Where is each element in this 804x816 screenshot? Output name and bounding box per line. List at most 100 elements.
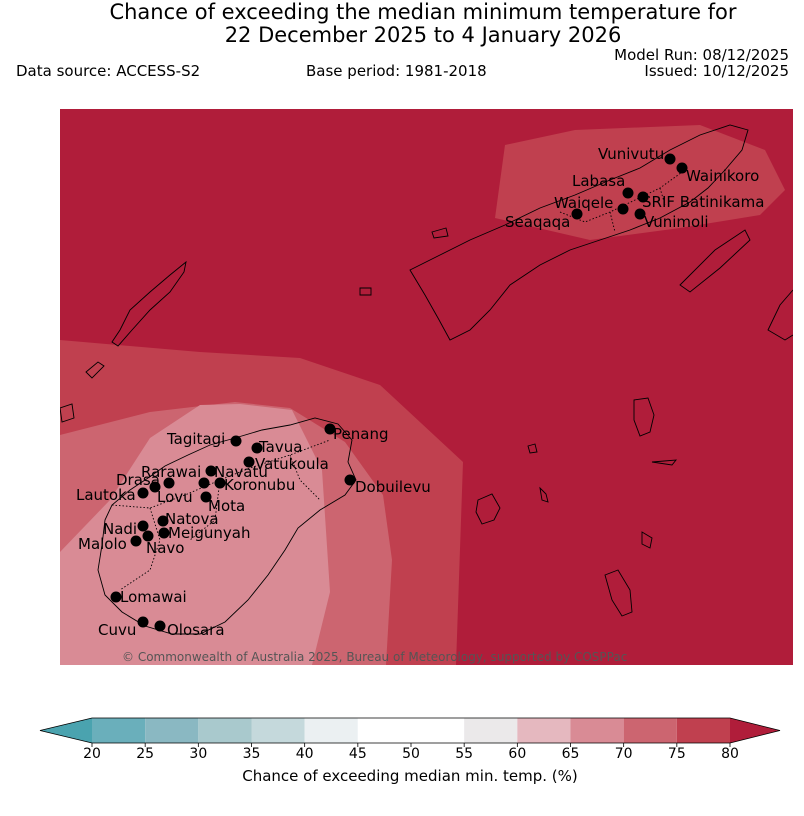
station-marker-vunivutu xyxy=(664,153,676,165)
colorbar-tick-label: 60 xyxy=(508,746,526,762)
station-marker-rarawai xyxy=(205,465,217,477)
east-coast xyxy=(767,289,793,341)
station-marker-seaqaqa xyxy=(571,208,583,220)
probability-field xyxy=(60,109,793,665)
station-label-malolo: Malolo xyxy=(78,535,127,553)
colorbar-segment xyxy=(145,718,199,743)
station-label-wainikoro: Wainikoro xyxy=(686,167,759,185)
colorbar-tick-label: 35 xyxy=(243,746,261,762)
koro-island xyxy=(641,531,653,549)
small-island-b xyxy=(60,403,75,423)
station-label-vunivutu: Vunivutu xyxy=(598,145,664,163)
small-island-f xyxy=(431,227,449,239)
gau-island xyxy=(633,397,655,437)
station-marker-penang xyxy=(324,423,336,435)
station-label-srif-batinikama: SRIF Batinikama xyxy=(642,193,764,211)
colorbar-tick-label: 25 xyxy=(136,746,154,762)
colorbar-tick-label: 80 xyxy=(721,746,739,762)
colorbar-segment xyxy=(411,718,465,743)
station-marker-navo xyxy=(142,530,154,542)
station-label-labasa: Labasa xyxy=(572,172,625,190)
colorbar-tick-label: 50 xyxy=(402,746,420,762)
station-marker-wainikoro xyxy=(676,162,688,174)
base-period-label: Base period: 1981-2018 xyxy=(306,62,487,80)
station-marker-mota xyxy=(200,491,212,503)
colorbar-segment xyxy=(198,718,252,743)
station-label-seaqaqa: Seaqaqa xyxy=(505,213,570,231)
colorbar-segment xyxy=(676,718,730,743)
title-line-2: 22 December 2025 to 4 January 2026 xyxy=(224,23,622,47)
station-label-navatu: Navatu xyxy=(214,463,268,481)
station-marker-meigunyah xyxy=(158,527,170,539)
station-markers: Vunivutu Wainikoro Labasa SRIF Batinikama Wa… xyxy=(76,145,764,639)
station-label-rarawai: Rarawai xyxy=(141,463,201,481)
station-marker-cuvu xyxy=(137,616,149,628)
station-marker-lovu xyxy=(163,477,175,489)
station-label-tagitagi: Tagitagi xyxy=(166,430,225,448)
ovalau-island xyxy=(475,493,501,525)
station-marker-srif-batinikama xyxy=(637,191,649,203)
station-marker-lautoka xyxy=(137,487,149,499)
colorbar-segment xyxy=(517,718,571,743)
station-marker-natova xyxy=(157,515,169,527)
colorbar-segment xyxy=(623,718,677,743)
title-line-1: Chance of exceeding the median minimum t… xyxy=(109,0,737,24)
station-marker-tagitagi xyxy=(230,435,242,447)
station-label-waiqele: Waiqele xyxy=(554,194,613,212)
station-label-mota: Mota xyxy=(208,497,245,515)
model-run-label: Model Run: 08/12/2025 xyxy=(614,46,789,64)
colorbar-tick-label: 30 xyxy=(189,746,207,762)
station-label-penang: Penang xyxy=(333,425,388,443)
station-label-koronubu: Koronubu xyxy=(224,476,295,494)
station-marker-waiqele xyxy=(617,203,629,215)
station-label-lautoka: Lautoka xyxy=(76,486,136,504)
station-label-navo: Navo xyxy=(146,539,184,557)
issued-label: Issued: 10/12/2025 xyxy=(644,62,789,80)
station-marker-labasa xyxy=(622,187,634,199)
station-label-lovu: Lovu xyxy=(157,488,193,506)
station-label-vatukoula: Vatukoula xyxy=(255,455,329,473)
station-label-cuvu: Cuvu xyxy=(98,621,136,639)
station-marker-lomawai xyxy=(110,591,122,603)
station-label-nadi: Nadi xyxy=(103,520,137,538)
colorbar-segment xyxy=(304,718,358,743)
station-label-natova: Natova xyxy=(165,510,219,528)
small-island-a xyxy=(359,287,372,296)
colorbar-tick-label: 75 xyxy=(668,746,686,762)
station-label-tavua: Tavua xyxy=(258,438,302,456)
station-marker-drasa xyxy=(149,481,161,493)
colorbar-title: Chance of exceeding median min. temp. (%… xyxy=(242,767,577,785)
nairai-island xyxy=(539,486,549,503)
colorbar-segment xyxy=(357,718,411,743)
colorbar-segment xyxy=(570,718,624,743)
data-source-label: Data source: ACCESS-S2 xyxy=(16,62,201,80)
station-marker-olosara xyxy=(154,620,166,632)
copyright-credit: © Commonwealth of Australia 2025, Bureau… xyxy=(122,650,627,664)
colorbar-tick-label: 55 xyxy=(455,746,473,762)
band-75-north xyxy=(495,125,785,240)
taveuni-coast xyxy=(679,229,751,293)
colorbar-segment xyxy=(464,718,518,743)
band-65 xyxy=(60,404,330,665)
small-island-c xyxy=(527,443,538,454)
station-marker-navatu xyxy=(198,477,210,489)
station-label-olosara: Olosara xyxy=(167,621,225,639)
colorbar-tick-label: 65 xyxy=(562,746,580,762)
colorbar: 20 25 30 35 40 45 50 55 60 65 70 75 80 Chance of exce… xyxy=(39,717,781,785)
station-marker-vatukoula xyxy=(243,456,255,468)
colorbar-under-arrow xyxy=(40,718,92,743)
station-marker-tavua xyxy=(251,442,263,454)
station-label-dobuilevu: Dobuilevu xyxy=(355,478,431,496)
yasawa-islands xyxy=(111,260,187,347)
station-marker-nadi xyxy=(137,520,149,532)
colorbar-tick-label: 40 xyxy=(296,746,314,762)
colorbar-tick-label: 70 xyxy=(615,746,633,762)
station-marker-vunimoli xyxy=(634,208,646,220)
station-marker-malolo xyxy=(130,535,142,547)
colorbar-tick-label: 45 xyxy=(349,746,367,762)
colorbar-tick-label: 20 xyxy=(83,746,101,762)
vanua-levu-coast xyxy=(409,124,749,341)
colorbar-segment xyxy=(92,718,146,743)
station-label-lomawai: Lomawai xyxy=(120,588,187,606)
